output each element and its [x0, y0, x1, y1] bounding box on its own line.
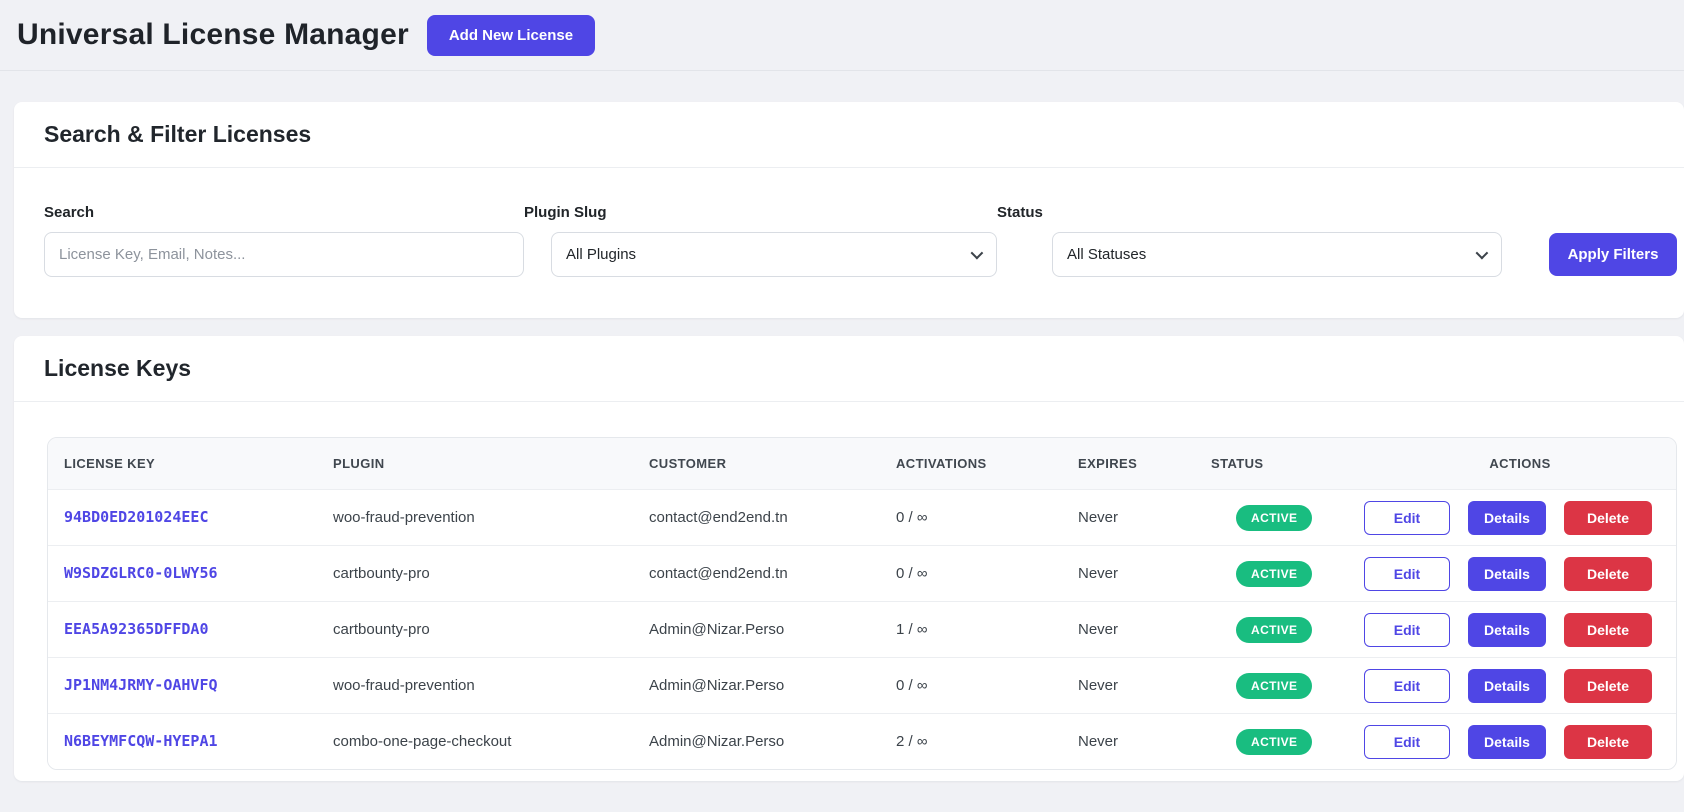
status-cell: ACTIVE: [1211, 504, 1364, 531]
page-header: Universal License Manager Add New Licens…: [0, 0, 1692, 71]
delete-button[interactable]: Delete: [1564, 668, 1652, 703]
license-table: LICENSE KEY PLUGIN CUSTOMER ACTIVATIONS …: [47, 437, 1677, 770]
license-key-cell: 94BD0ED201024EEC: [48, 508, 333, 527]
details-button[interactable]: Details: [1468, 612, 1546, 647]
table-row: N6BEYMFCQW-HYEPA1 combo-one-page-checkou…: [48, 713, 1676, 769]
expires-cell: Never: [1078, 509, 1119, 526]
status-select[interactable]: All Statuses: [1052, 232, 1502, 277]
plugin-slug-field-group: Plugin Slug All Plugins: [524, 204, 997, 277]
plugin-slug-selected-value: All Plugins: [566, 246, 637, 263]
scrollbar-track[interactable]: [1684, 0, 1692, 812]
status-cell: ACTIVE: [1211, 728, 1364, 755]
table-row: EEA5A92365DFFDA0 cartbounty-pro Admin@Ni…: [48, 601, 1676, 657]
customer-cell: contact@end2end.tn: [649, 565, 788, 582]
edit-button[interactable]: Edit: [1364, 724, 1450, 759]
delete-button[interactable]: Delete: [1564, 612, 1652, 647]
actions-cell: Edit Details Delete: [1364, 500, 1676, 535]
actions-cell: Edit Details Delete: [1364, 724, 1676, 759]
expires-cell: Never: [1078, 621, 1119, 638]
add-new-license-button[interactable]: Add New License: [426, 14, 596, 56]
table-header-row: LICENSE KEY PLUGIN CUSTOMER ACTIVATIONS …: [48, 438, 1676, 489]
licenses-card-title: License Keys: [44, 355, 192, 381]
chevron-down-icon: [1475, 246, 1489, 260]
status-badge: ACTIVE: [1236, 672, 1313, 699]
activations-cell: 0 / ∞: [896, 509, 928, 526]
license-key-link[interactable]: N6BEYMFCQW-HYEPA1: [64, 732, 218, 750]
customer-cell: Admin@Nizar.Perso: [649, 733, 785, 750]
apply-filters-button[interactable]: Apply Filters: [1549, 233, 1677, 276]
chevron-down-icon: [970, 246, 984, 260]
actions-cell: Edit Details Delete: [1364, 612, 1676, 647]
activations-cell: 2 / ∞: [896, 733, 928, 750]
customer-cell: contact@end2end.tn: [649, 509, 788, 526]
status-cell: ACTIVE: [1211, 560, 1364, 587]
plugin-slug-label: Plugin Slug: [524, 204, 607, 221]
license-keys-card: License Keys LICENSE KEY PLUGIN CUSTOMER…: [14, 336, 1684, 781]
expires-cell: Never: [1078, 733, 1119, 750]
status-cell: ACTIVE: [1211, 616, 1364, 643]
column-header-activations: ACTIVATIONS: [896, 456, 987, 471]
license-key-cell: JP1NM4JRMY-OAHVFQ: [48, 676, 333, 695]
table-row: 94BD0ED201024EEC woo-fraud-prevention co…: [48, 489, 1676, 545]
license-key-cell: N6BEYMFCQW-HYEPA1: [48, 732, 333, 751]
status-label: Status: [997, 204, 1043, 221]
plugin-slug-select[interactable]: All Plugins: [551, 232, 997, 277]
table-row: JP1NM4JRMY-OAHVFQ woo-fraud-prevention A…: [48, 657, 1676, 713]
search-input[interactable]: [44, 232, 524, 277]
column-header-plugin: PLUGIN: [333, 456, 385, 471]
delete-button[interactable]: Delete: [1564, 500, 1652, 535]
plugin-cell: woo-fraud-prevention: [333, 677, 475, 694]
license-key-link[interactable]: W9SDZGLRC0-0LWY56: [64, 564, 218, 582]
column-header-expires: EXPIRES: [1078, 456, 1138, 471]
page-title: Universal License Manager: [17, 18, 409, 51]
edit-button[interactable]: Edit: [1364, 612, 1450, 647]
licenses-card-header: License Keys: [14, 336, 1684, 402]
activations-cell: 0 / ∞: [896, 677, 928, 694]
activations-cell: 0 / ∞: [896, 565, 928, 582]
search-field-group: Search: [44, 204, 524, 277]
expires-cell: Never: [1078, 677, 1119, 694]
details-button[interactable]: Details: [1468, 724, 1546, 759]
activations-cell: 1 / ∞: [896, 621, 928, 638]
column-header-license-key: LICENSE KEY: [64, 456, 156, 471]
plugin-cell: cartbounty-pro: [333, 621, 430, 638]
edit-button[interactable]: Edit: [1364, 668, 1450, 703]
details-button[interactable]: Details: [1468, 500, 1546, 535]
filters-card-title: Search & Filter Licenses: [44, 121, 312, 147]
plugin-cell: combo-one-page-checkout: [333, 733, 512, 750]
column-header-customer: CUSTOMER: [649, 456, 727, 471]
search-filter-card: Search & Filter Licenses Search Plugin S…: [14, 102, 1684, 318]
plugin-cell: woo-fraud-prevention: [333, 509, 475, 526]
license-key-cell: EEA5A92365DFFDA0: [48, 620, 333, 639]
status-badge: ACTIVE: [1236, 504, 1313, 531]
license-key-cell: W9SDZGLRC0-0LWY56: [48, 564, 333, 583]
delete-button[interactable]: Delete: [1564, 556, 1652, 591]
status-badge: ACTIVE: [1236, 728, 1313, 755]
column-header-status: STATUS: [1211, 456, 1264, 471]
expires-cell: Never: [1078, 565, 1119, 582]
filters-card-header: Search & Filter Licenses: [14, 102, 1684, 168]
customer-cell: Admin@Nizar.Perso: [649, 621, 785, 638]
details-button[interactable]: Details: [1468, 556, 1546, 591]
status-field-group: Status All Statuses: [997, 204, 1502, 277]
license-key-link[interactable]: 94BD0ED201024EEC: [64, 508, 209, 526]
status-cell: ACTIVE: [1211, 672, 1364, 699]
column-header-actions: ACTIONS: [1489, 456, 1551, 471]
actions-cell: Edit Details Delete: [1364, 556, 1676, 591]
status-badge: ACTIVE: [1236, 616, 1313, 643]
license-key-link[interactable]: JP1NM4JRMY-OAHVFQ: [64, 676, 218, 694]
status-badge: ACTIVE: [1236, 560, 1313, 587]
customer-cell: Admin@Nizar.Perso: [649, 677, 785, 694]
filters-form: Search Plugin Slug All Plugins Status Al…: [14, 204, 1684, 277]
edit-button[interactable]: Edit: [1364, 556, 1450, 591]
status-selected-value: All Statuses: [1067, 246, 1147, 263]
plugin-cell: cartbounty-pro: [333, 565, 430, 582]
table-row: W9SDZGLRC0-0LWY56 cartbounty-pro contact…: [48, 545, 1676, 601]
license-key-link[interactable]: EEA5A92365DFFDA0: [64, 620, 209, 638]
delete-button[interactable]: Delete: [1564, 724, 1652, 759]
actions-cell: Edit Details Delete: [1364, 668, 1676, 703]
search-label: Search: [44, 204, 95, 221]
details-button[interactable]: Details: [1468, 668, 1546, 703]
edit-button[interactable]: Edit: [1364, 500, 1450, 535]
